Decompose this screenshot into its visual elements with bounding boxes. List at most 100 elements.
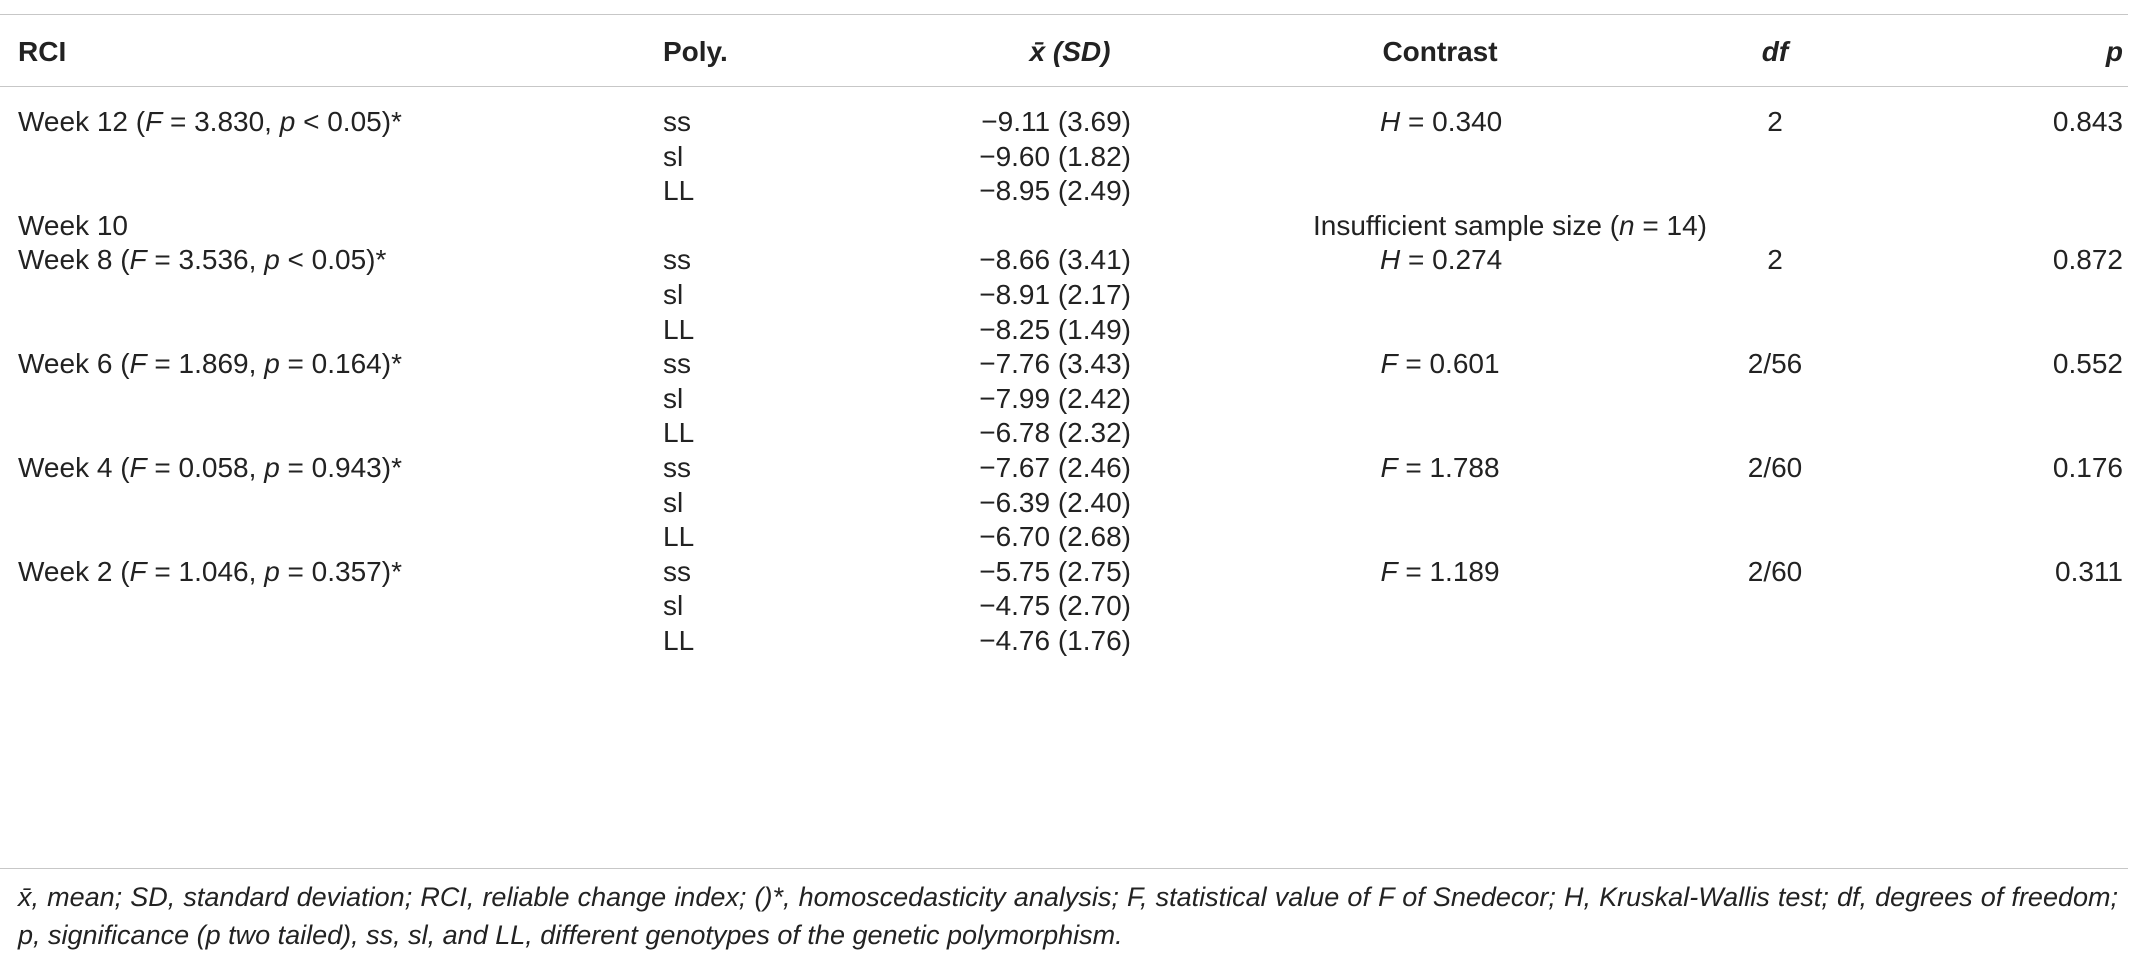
poly-cell: LL xyxy=(663,175,695,206)
rci-stat-symbol: F xyxy=(129,244,147,275)
rci-stat-symbol: F xyxy=(129,348,147,379)
rci-p-value: = 0.357)* xyxy=(279,556,402,587)
rci-label: Week 8 ( xyxy=(18,244,130,275)
note-n-value: = 14) xyxy=(1634,210,1708,241)
contrast-value: = 0.601 xyxy=(1397,348,1500,379)
header-bottom-rule xyxy=(0,86,2128,87)
rci-p-symbol: p xyxy=(264,244,280,275)
table-top-rule xyxy=(0,14,2128,15)
mean-sd-cell: −6.70 (2.68) xyxy=(979,521,1131,552)
rci-cell: Week 4 (F = 0.058, p = 0.943)* xyxy=(18,450,402,486)
mean-sd-cell: −4.75 (2.70) xyxy=(979,590,1131,621)
rci-stat-symbol: F xyxy=(145,106,163,137)
rci-stat-symbol: F xyxy=(129,556,147,587)
rci-stat-value: = 1.869, xyxy=(146,348,265,379)
contrast-cell: H = 0.274 xyxy=(1380,242,1503,278)
df-cell: 2 xyxy=(1767,244,1783,275)
p-cell: 0.176 xyxy=(2052,452,2123,483)
poly-cell: LL xyxy=(663,417,695,448)
mean-sd-cell: −6.78 (2.32) xyxy=(979,417,1131,448)
poly-cell: sl xyxy=(663,383,684,414)
rci-p-symbol: p xyxy=(279,106,296,137)
rci-label: Week 2 ( xyxy=(18,556,130,587)
contrast-cell: F = 0.601 xyxy=(1380,346,1500,382)
header-mean-sd: x̄ (SD) xyxy=(1029,36,1111,67)
mean-sd-cell: −5.75 (2.75) xyxy=(979,556,1131,587)
header-rci: RCI xyxy=(18,36,67,67)
contrast-symbol: F xyxy=(1380,556,1398,587)
rci-cell: Week 12 (F = 3.830, p < 0.05)* xyxy=(18,104,402,140)
df-cell: 2/60 xyxy=(1747,556,1803,587)
mean-sd-cell: −4.76 (1.76) xyxy=(979,625,1131,656)
rci-p-symbol: p xyxy=(264,452,280,483)
rci-p-value: = 0.943)* xyxy=(279,452,402,483)
poly-cell: ss xyxy=(663,348,691,379)
insufficient-sample-note: Insufficient sample size (n = 14) xyxy=(1140,208,1880,244)
poly-cell: sl xyxy=(663,279,684,310)
p-cell: 0.872 xyxy=(2052,244,2123,275)
rci-label: Week 4 ( xyxy=(18,452,130,483)
header-df: df xyxy=(1761,36,1789,67)
mean-sd-cell: −7.76 (3.43) xyxy=(979,348,1131,379)
mean-sd-cell: −7.67 (2.46) xyxy=(979,452,1131,483)
mean-sd-cell: −8.66 (3.41) xyxy=(979,244,1131,275)
mean-sd-cell: −8.95 (2.49) xyxy=(979,175,1131,206)
contrast-cell: F = 1.788 xyxy=(1380,450,1500,486)
contrast-symbol: F xyxy=(1380,452,1398,483)
header-poly: Poly. xyxy=(663,36,728,67)
rci-p-value: < 0.05)* xyxy=(295,106,402,137)
poly-cell: LL xyxy=(663,314,695,345)
table-footnote: x̄, mean; SD, standard deviation; RCI, r… xyxy=(18,882,2118,950)
contrast-value: = 1.788 xyxy=(1397,452,1500,483)
rci-p-value: < 0.05)* xyxy=(279,244,387,275)
poly-cell: ss xyxy=(663,452,691,483)
note-n-symbol: n xyxy=(1619,210,1635,241)
rci-label: Week 12 ( xyxy=(18,106,146,137)
rci-cell: Week 8 (F = 3.536, p < 0.05)* xyxy=(18,242,386,278)
df-cell: 2/56 xyxy=(1747,348,1803,379)
poly-cell: sl xyxy=(663,487,684,518)
note-text: Insufficient sample size ( xyxy=(1312,210,1620,241)
rci-label: Week 10 xyxy=(18,210,128,241)
rci-stat-value: = 1.046, xyxy=(146,556,265,587)
rci-stat-value: = 3.536, xyxy=(146,244,265,275)
df-cell: 2 xyxy=(1767,106,1783,137)
header-contrast: Contrast xyxy=(1382,36,1498,67)
contrast-cell: H = 0.340 xyxy=(1380,104,1503,140)
contrast-cell: F = 1.189 xyxy=(1380,554,1500,590)
rci-cell: Week 2 (F = 1.046, p = 0.357)* xyxy=(18,554,402,590)
poly-cell: ss xyxy=(663,106,691,137)
header-p: p xyxy=(2105,36,2123,67)
contrast-value: = 0.340 xyxy=(1400,106,1503,137)
p-cell: 0.311 xyxy=(2055,556,2123,587)
poly-cell: LL xyxy=(663,625,695,656)
contrast-value: = 0.274 xyxy=(1400,244,1503,275)
poly-cell: ss xyxy=(663,244,691,275)
rci-stat-symbol: F xyxy=(129,452,147,483)
contrast-value: = 1.189 xyxy=(1397,556,1500,587)
table-bottom-rule xyxy=(0,868,2128,869)
contrast-symbol: H xyxy=(1380,106,1401,137)
mean-sd-cell: −8.91 (2.17) xyxy=(979,279,1131,310)
rci-stat-value: = 0.058, xyxy=(146,452,265,483)
rci-label: Week 6 ( xyxy=(18,348,130,379)
mean-sd-cell: −9.11 (3.69) xyxy=(981,106,1131,137)
poly-cell: ss xyxy=(663,556,691,587)
rci-p-symbol: p xyxy=(264,556,280,587)
p-cell: 0.843 xyxy=(2052,106,2123,137)
contrast-symbol: H xyxy=(1380,244,1401,275)
mean-sd-cell: −6.39 (2.40) xyxy=(979,487,1131,518)
rci-cell: Week 6 (F = 1.869, p = 0.164)* xyxy=(18,346,402,382)
poly-cell: sl xyxy=(663,590,684,621)
rci-cell: Week 10 xyxy=(18,208,128,244)
mean-sd-cell: −9.60 (1.82) xyxy=(979,141,1131,172)
mean-sd-cell: −7.99 (2.42) xyxy=(979,383,1131,414)
df-cell: 2/60 xyxy=(1747,452,1803,483)
contrast-symbol: F xyxy=(1380,348,1398,379)
poly-cell: LL xyxy=(663,521,695,552)
mean-sd-cell: −8.25 (1.49) xyxy=(979,314,1131,345)
p-cell: 0.552 xyxy=(2052,348,2123,379)
rci-p-value: = 0.164)* xyxy=(279,348,402,379)
rci-p-symbol: p xyxy=(264,348,280,379)
